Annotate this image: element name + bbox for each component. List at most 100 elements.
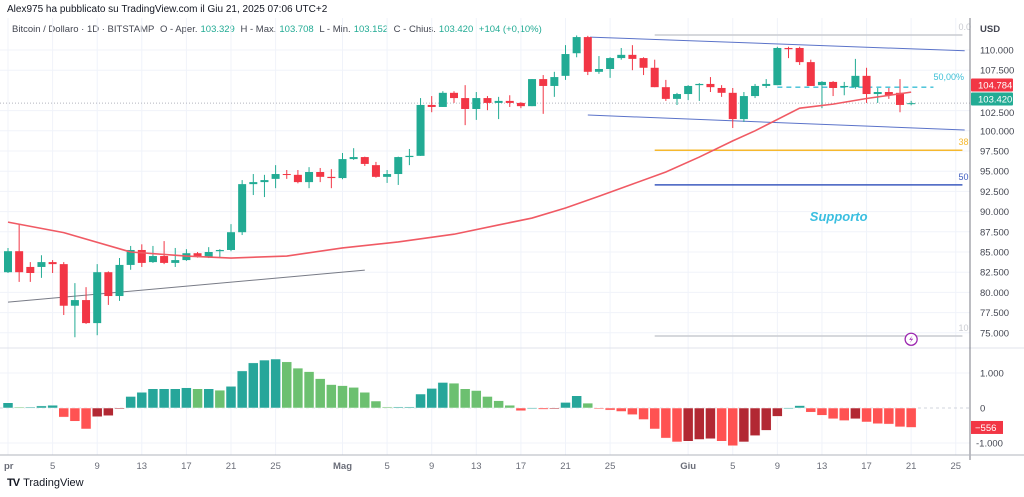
candle [583,35,592,76]
candle-body [416,104,425,156]
histogram-bar [482,396,493,409]
candle-body [862,75,871,95]
candle [115,258,124,301]
histogram-bar [236,370,248,409]
symbol-name[interactable]: Bitcoin / Dollaro · 1D · BITSTAMP [12,24,155,35]
candle [829,81,838,97]
date-axis-tick: Giu [680,461,696,472]
price-axis-tick: 77.500 [980,308,1009,319]
histogram-bar [58,407,69,418]
candle [316,167,325,183]
histogram-bar [47,404,58,409]
candle-body [4,251,12,273]
candle-body [282,174,291,176]
candle-body [829,81,838,88]
candle [561,45,570,80]
histogram-bar [816,407,828,416]
histogram-bar [426,388,437,409]
price-axis-tick: 82.500 [980,268,1009,279]
histogram-bar [571,395,582,409]
candle [706,77,715,93]
histogram-bar [292,367,304,409]
candle-body [148,256,157,263]
high-value: 103.708 [279,24,314,35]
date-axis-tick: 21 [560,461,571,472]
candle-body [606,58,615,69]
candle [550,71,559,97]
candle-body [483,98,492,103]
candle-body [249,182,258,185]
ma-price-badge: 104.784 [978,81,1012,92]
candle [383,169,392,183]
candle [427,96,436,113]
open-label: O - Aper. [160,24,198,35]
candle [773,46,782,86]
tradingview-logo[interactable]: TV TradingView [7,477,84,489]
histogram-bar [359,392,371,409]
candle [360,156,369,166]
candle [148,245,157,263]
candle-body [360,157,369,164]
candle [104,271,113,305]
close-value: 103.420 [438,24,474,35]
histogram-bar [649,407,660,430]
candle-body [26,266,35,274]
histogram-bar [125,396,136,409]
histogram-bar [437,382,449,409]
candle-body [628,54,637,59]
low-value: 103.152 [353,24,389,35]
candle-body [762,83,771,86]
histogram-bar [682,407,694,442]
osc-value-badge: −556 [975,423,996,434]
candle [907,100,916,106]
candle [762,79,771,88]
candle [751,83,760,99]
candle [48,260,57,274]
lightning-glyph [909,335,914,344]
candle [606,57,615,78]
histogram-bar [749,407,761,436]
candle-body [806,62,815,86]
candle-body [238,184,247,233]
price-axis-tick: 97.500 [980,147,1009,158]
date-axis-tick: 9 [95,461,100,472]
price-axis-tick: 80.000 [980,288,1009,299]
date-axis-tick: 17 [181,461,192,472]
date-axis-tick: pr [4,461,14,472]
histogram-bar [504,404,515,409]
candle-body [884,92,893,96]
histogram-bar [114,407,125,410]
histogram-bar [259,359,270,409]
last-price-badge-bg [971,92,1013,106]
histogram-bar [727,407,738,447]
candle [160,241,169,265]
candle [405,148,414,166]
candle-body [204,252,213,257]
candle-body [70,300,79,306]
histogram-bar [805,407,817,413]
close-label: C - Chius. [393,24,436,35]
candle-body [450,92,458,99]
histogram-bar [393,406,404,409]
histogram-bar [2,402,14,409]
candle-body [305,172,314,183]
price-axis-tick: 107.500 [980,66,1014,77]
candle [15,224,24,282]
candle-body [327,176,336,179]
open-value: 103.329 [200,24,235,35]
date-axis-tick: 13 [471,461,482,472]
candle-body [650,67,659,88]
candle-body [371,165,380,177]
histogram-bar [281,361,292,409]
candle [371,161,380,178]
date-axis-tick: 25 [270,461,281,472]
candle-body [639,58,648,68]
candle [717,85,726,97]
candle-body [472,98,481,109]
support-annotation: Supporto [810,209,868,224]
histogram-bar [404,406,415,409]
price-axis-tick: 95.000 [980,167,1009,178]
candle [884,87,893,99]
alert-lightning-icon[interactable] [904,332,918,346]
